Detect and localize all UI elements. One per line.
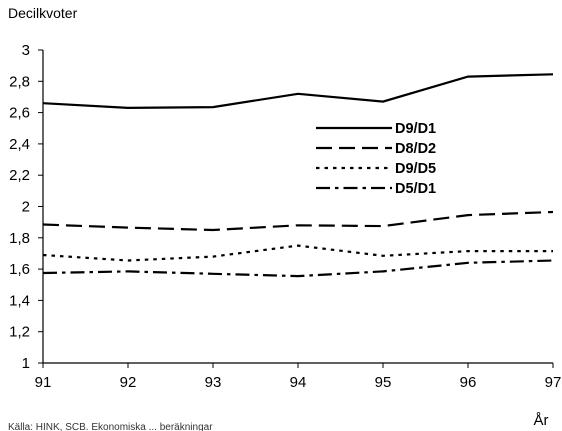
series-line-d9-d5 bbox=[42, 244, 553, 262]
y-tick-label: 2,4 bbox=[9, 136, 30, 153]
x-tick-label: 97 bbox=[545, 374, 562, 391]
y-tick-label: 1,6 bbox=[9, 261, 30, 278]
x-tick-labels: 91 92 93 94 95 96 97 bbox=[35, 363, 562, 391]
x-tick-label: 96 bbox=[460, 374, 477, 391]
series-line-d5-d1 bbox=[42, 259, 554, 278]
series-line-d8-d2 bbox=[42, 210, 554, 232]
y-tick-labels: 1 1,2 1,4 1,6 1,8 2 2,2 2,4 2,6 2,8 3 bbox=[9, 42, 43, 372]
x-axis-title: År bbox=[534, 412, 549, 429]
legend-label: D9/D5 bbox=[395, 161, 436, 177]
x-tick-label: 94 bbox=[290, 374, 307, 391]
y-tick-label: 3 bbox=[22, 42, 30, 59]
axes bbox=[42, 50, 553, 364]
y-tick-label: 1,4 bbox=[9, 292, 30, 309]
x-tick-label: 91 bbox=[35, 374, 52, 391]
y-tick-label: 2,8 bbox=[9, 73, 30, 90]
legend: D9/D1 D8/D2 D9/D5 D5/D1 bbox=[316, 121, 436, 197]
y-tick-label: 2,2 bbox=[9, 167, 30, 184]
series-lines bbox=[42, 73, 554, 278]
y-tick-label: 1 bbox=[22, 355, 30, 372]
x-tick-label: 92 bbox=[120, 374, 137, 391]
x-tick-label: 93 bbox=[205, 374, 222, 391]
series-line-d9-d1 bbox=[42, 73, 554, 110]
x-tick-label: 95 bbox=[375, 374, 392, 391]
y-tick-label: 1,2 bbox=[9, 324, 30, 341]
y-axis-title: Decilkvoter bbox=[8, 5, 78, 21]
legend-label: D8/D2 bbox=[395, 141, 436, 157]
y-tick-label: 2 bbox=[22, 199, 30, 216]
y-tick-label: 2,6 bbox=[9, 105, 30, 122]
legend-label: D9/D1 bbox=[395, 121, 436, 137]
y-tick-label: 1,8 bbox=[9, 230, 30, 247]
source-note: Källa: HINK, SCB. Ekonomiska ... beräkni… bbox=[8, 422, 213, 431]
legend-label: D5/D1 bbox=[395, 181, 436, 197]
